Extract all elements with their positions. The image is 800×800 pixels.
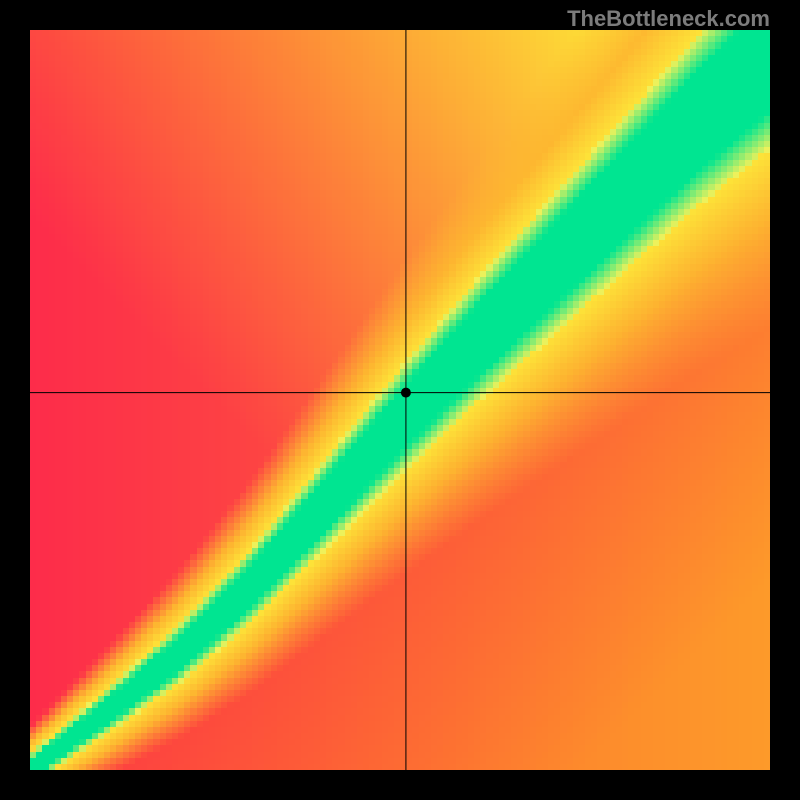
chart-container: TheBottleneck.com (0, 0, 800, 800)
heatmap-canvas (30, 30, 770, 770)
watermark-text: TheBottleneck.com (567, 6, 770, 32)
heatmap-plot (30, 30, 770, 770)
